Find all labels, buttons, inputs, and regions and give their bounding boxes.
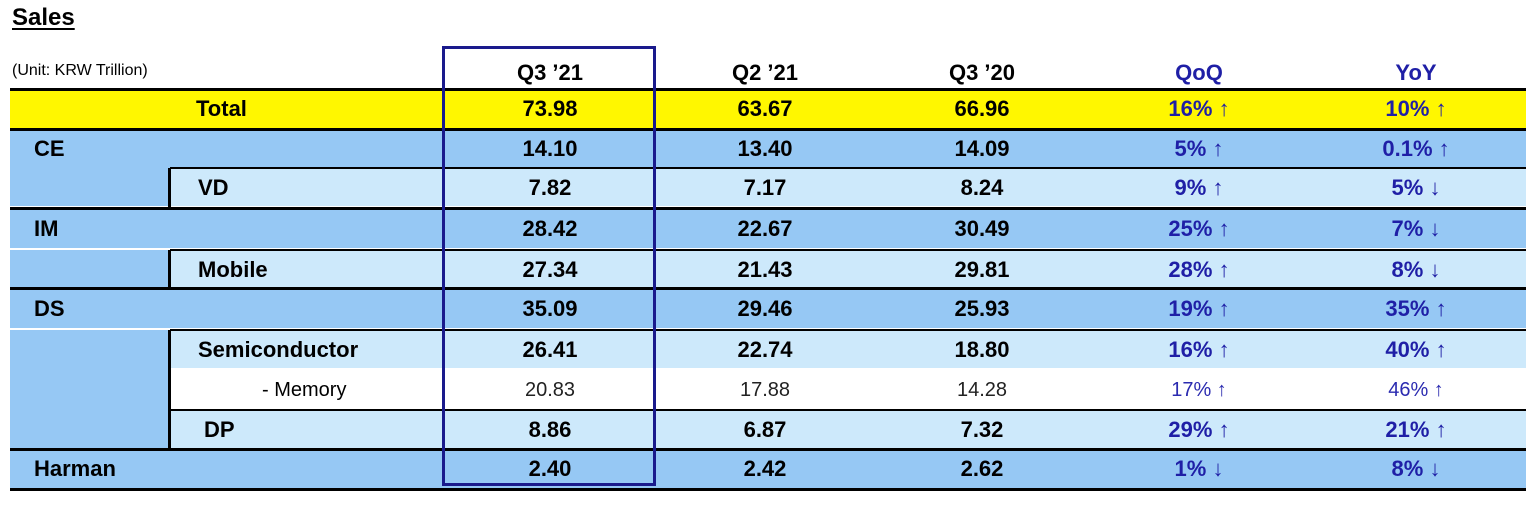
cell-mobile-yoy: 8% ↓	[1391, 257, 1441, 282]
cell-dp-yoy: 21% ↑	[1385, 417, 1447, 442]
cell-total-q3-20: 66.96	[954, 96, 1010, 121]
cell-ce-q2-21: 13.40	[737, 136, 793, 161]
cell-total-q3-21: 73.98	[522, 96, 578, 121]
cell-vd-q3-20: 8.24	[960, 175, 1004, 200]
cell-mobile-qoq: 28% ↑	[1168, 257, 1230, 282]
cell-dp-q2-21: 6.87	[743, 417, 787, 442]
col-header-qoq: QoQ	[1175, 60, 1223, 85]
rule-header	[10, 88, 1526, 91]
row-band-vd	[170, 168, 1526, 206]
cell-ds-yoy: 35% ↑	[1385, 296, 1447, 321]
row-label-ce: CE	[34, 136, 65, 161]
rule-ds-sub	[170, 329, 1526, 331]
cell-mobile-q2-21: 21.43	[737, 257, 793, 282]
cell-im-q2-21: 22.67	[737, 216, 793, 241]
cell-memory-q2-21: 17.88	[739, 379, 791, 401]
row-label-semiconductor: Semiconductor	[198, 337, 359, 362]
row-label-mobile: Mobile	[198, 257, 268, 282]
cell-vd-qoq: 9% ↑	[1174, 175, 1224, 200]
cell-semiconductor-q3-20: 18.80	[954, 337, 1010, 362]
rule-bottom	[10, 488, 1526, 491]
cell-memory-qoq: 17% ↑	[1171, 379, 1227, 401]
cell-ce-q3-21: 14.10	[522, 136, 578, 161]
cell-vd-q2-21: 7.17	[743, 175, 787, 200]
cell-ds-q2-21: 29.46	[737, 296, 793, 321]
cell-semiconductor-yoy: 40% ↑	[1385, 337, 1447, 362]
cell-vd-yoy: 5% ↓	[1391, 175, 1441, 200]
cell-dp-qoq: 29% ↑	[1168, 417, 1230, 442]
cell-dp-q3-20: 7.32	[960, 417, 1004, 442]
row-label-ds: DS	[34, 296, 65, 321]
cell-harman-q2-21: 2.42	[743, 456, 787, 481]
rule-im-sub	[170, 249, 1526, 251]
row-band-harman	[10, 450, 1526, 488]
cell-ds-q3-21: 35.09	[522, 296, 578, 321]
cell-semiconductor-q3-21: 26.41	[522, 337, 578, 362]
row-band-semiconductor	[170, 330, 1526, 368]
cell-memory-q3-21: 20.83	[524, 379, 576, 401]
cell-dp-q3-21: 8.86	[528, 417, 572, 442]
row-label-im: IM	[34, 216, 59, 241]
cell-semiconductor-qoq: 16% ↑	[1168, 337, 1230, 362]
cell-im-q3-21: 28.42	[522, 216, 578, 241]
row-band-im	[10, 210, 1526, 248]
cell-im-qoq: 25% ↑	[1168, 216, 1230, 241]
row-band-vd-indent	[10, 168, 170, 206]
row-band-mobile	[170, 250, 1526, 288]
col-header-q3-20: Q3 ’20	[948, 60, 1016, 85]
rule-ds-sub-left	[168, 330, 171, 449]
row-band-ce	[10, 130, 1526, 168]
row-band-total	[10, 90, 1526, 128]
rule-dp-sub	[170, 409, 1526, 411]
row-band-ds	[10, 290, 1526, 328]
row-band-dp	[170, 410, 1526, 448]
cell-ce-q3-20: 14.09	[954, 136, 1010, 161]
cell-harman-q3-20: 2.62	[960, 456, 1004, 481]
cell-harman-qoq: 1% ↓	[1174, 456, 1224, 481]
row-label-vd: VD	[198, 175, 229, 200]
cell-ce-qoq: 5% ↑	[1174, 136, 1224, 161]
page-title: Sales	[12, 4, 75, 31]
rule-ce-sub	[170, 167, 1526, 169]
col-header-q3-21: Q3 ’21	[516, 60, 584, 85]
cell-total-q2-21: 63.67	[737, 96, 793, 121]
cell-mobile-q3-20: 29.81	[954, 257, 1010, 282]
cell-im-q3-20: 30.49	[954, 216, 1010, 241]
cell-im-yoy: 7% ↓	[1391, 216, 1441, 241]
cell-harman-q3-21: 2.40	[528, 456, 572, 481]
cell-memory-yoy: 46% ↑	[1388, 379, 1444, 401]
cell-total-yoy: 10% ↑	[1385, 96, 1447, 121]
rule-mobile-left	[168, 250, 171, 288]
rule-vd-left	[168, 168, 171, 208]
cell-harman-yoy: 8% ↓	[1391, 456, 1441, 481]
rule-im	[10, 287, 1526, 290]
cell-ds-q3-20: 25.93	[954, 296, 1010, 321]
cell-total-qoq: 16% ↑	[1168, 96, 1230, 121]
row-label-harman: Harman	[34, 456, 116, 481]
cell-ds-qoq: 19% ↑	[1168, 296, 1230, 321]
row-band-mobile-indent	[10, 250, 170, 288]
row-label-memory: - Memory	[262, 379, 347, 401]
cell-mobile-q3-21: 27.34	[522, 257, 578, 282]
rule-total	[10, 128, 1526, 131]
unit-label: (Unit: KRW Trillion)	[12, 62, 148, 79]
col-header-yoy: YoY	[1395, 60, 1437, 85]
row-band-ds-indent	[10, 330, 170, 450]
cell-semiconductor-q2-21: 22.74	[737, 337, 793, 362]
row-label-dp: DP	[204, 417, 235, 442]
col-header-q2-21: Q2 ’21	[731, 60, 799, 85]
cell-ce-yoy: 0.1% ↑	[1382, 136, 1450, 161]
cell-vd-q3-21: 7.82	[528, 175, 572, 200]
row-label-total: Total	[196, 96, 247, 121]
rule-ds	[10, 448, 1526, 451]
row-band-memory	[170, 370, 1526, 408]
cell-memory-q3-20: 14.28	[956, 379, 1008, 401]
rule-ce	[10, 207, 1526, 210]
